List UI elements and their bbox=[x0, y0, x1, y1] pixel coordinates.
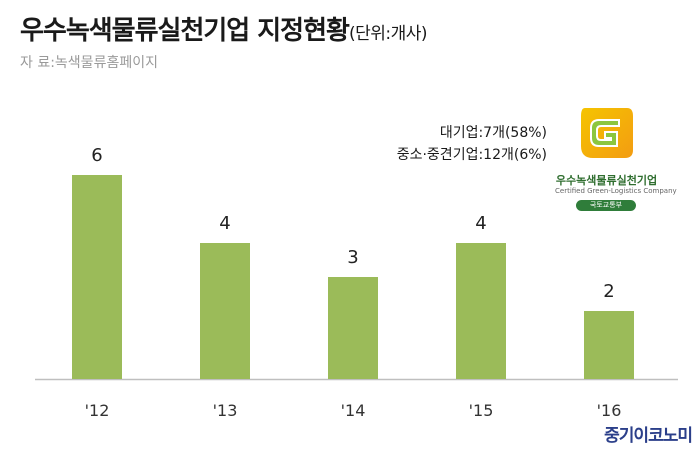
logo-badge: 국토교통부 bbox=[576, 200, 636, 211]
x-tick-label-3: '15 bbox=[469, 401, 494, 420]
annotation-notes: 대기업:7개(58%) 중소·중견기업:12개(6%) bbox=[397, 122, 547, 166]
data-label-4: 2 bbox=[603, 281, 614, 302]
unit-label: (단위:개사) bbox=[348, 24, 428, 44]
bar-0 bbox=[72, 175, 122, 379]
bar-4 bbox=[584, 311, 634, 379]
data-label-3: 4 bbox=[475, 213, 486, 234]
x-tick-label-0: '12 bbox=[85, 401, 110, 420]
logo-title-ko: 우수녹색물류실천기업 bbox=[555, 174, 658, 187]
logo-title-en: Certified Green-Logistics Company bbox=[555, 187, 677, 195]
note-large-companies: 대기업:7개(58%) bbox=[439, 125, 547, 141]
bar-1 bbox=[200, 243, 250, 379]
data-label-1: 4 bbox=[219, 213, 230, 234]
note-sme-companies: 중소·중견기업:12개(6%) bbox=[396, 147, 547, 163]
certification-logo: 우수녹색물류실천기업 Certified Green-Logistics Com… bbox=[555, 102, 677, 212]
data-label-0: 6 bbox=[91, 145, 102, 166]
bar-2 bbox=[328, 277, 378, 379]
g-logo-icon bbox=[581, 108, 633, 158]
x-tick-label-2: '14 bbox=[341, 401, 366, 420]
bar-3 bbox=[456, 243, 506, 379]
x-tick-label-1: '13 bbox=[213, 401, 238, 420]
source-label: 자 료:녹색물류홈페이지 bbox=[20, 55, 158, 71]
chart-title: 우수녹색물류실천기업 지정현황(단위:개사) bbox=[20, 10, 428, 47]
watermark: 중기이코노미 bbox=[604, 426, 693, 446]
chart-title-text: 우수녹색물류실천기업 지정현황 bbox=[20, 16, 350, 46]
data-label-2: 3 bbox=[347, 247, 358, 268]
x-tick-label-4: '16 bbox=[597, 401, 622, 420]
